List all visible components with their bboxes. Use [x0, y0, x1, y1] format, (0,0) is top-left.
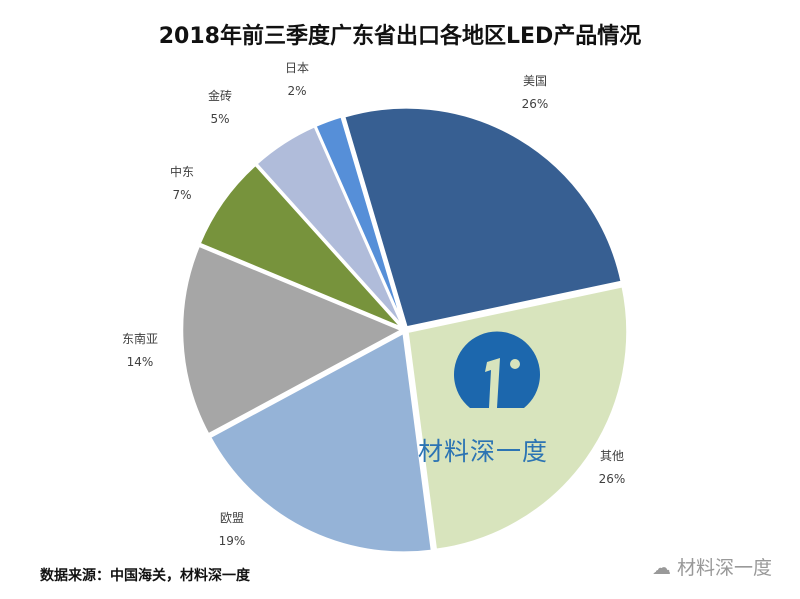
- pie-slice-6: [313, 114, 406, 328]
- slice-value-label: 7%: [172, 188, 191, 202]
- watermark: ☁ 材料深一度: [652, 553, 772, 580]
- slice-category-label: 中东: [170, 164, 194, 179]
- pie-slice-2: [208, 330, 434, 554]
- slice-value-label: 2%: [287, 84, 306, 98]
- slice-value-label: 26%: [522, 97, 549, 111]
- slice-category-label: 美国: [523, 74, 547, 88]
- logo-text: 材料深一度: [418, 437, 549, 466]
- pie-slice-1: [406, 284, 629, 552]
- slice-value-label: 14%: [127, 355, 154, 369]
- slice-category-label: 其他: [600, 449, 624, 463]
- slice-category-label: 金砖: [208, 88, 232, 103]
- slice-value-label: 5%: [210, 112, 229, 126]
- wechat-icon: ☁: [652, 557, 678, 579]
- slice-category-label: 东南亚: [122, 331, 158, 346]
- pie-slice-3: [180, 244, 405, 437]
- source-note: 数据来源：中国海关，材料深一度: [40, 568, 250, 584]
- pie-slice-0: [342, 106, 624, 329]
- slice-value-label: 26%: [599, 472, 626, 486]
- slice-category-label: 日本: [285, 61, 309, 75]
- slice-value-label: 19%: [219, 534, 246, 548]
- watermark-text: 材料深一度: [677, 557, 773, 579]
- slice-category-label: 欧盟: [220, 511, 244, 525]
- chart-title: 2018年前三季度广东省出口各地区LED产品情况: [158, 24, 642, 49]
- logo-icon: [454, 331, 541, 408]
